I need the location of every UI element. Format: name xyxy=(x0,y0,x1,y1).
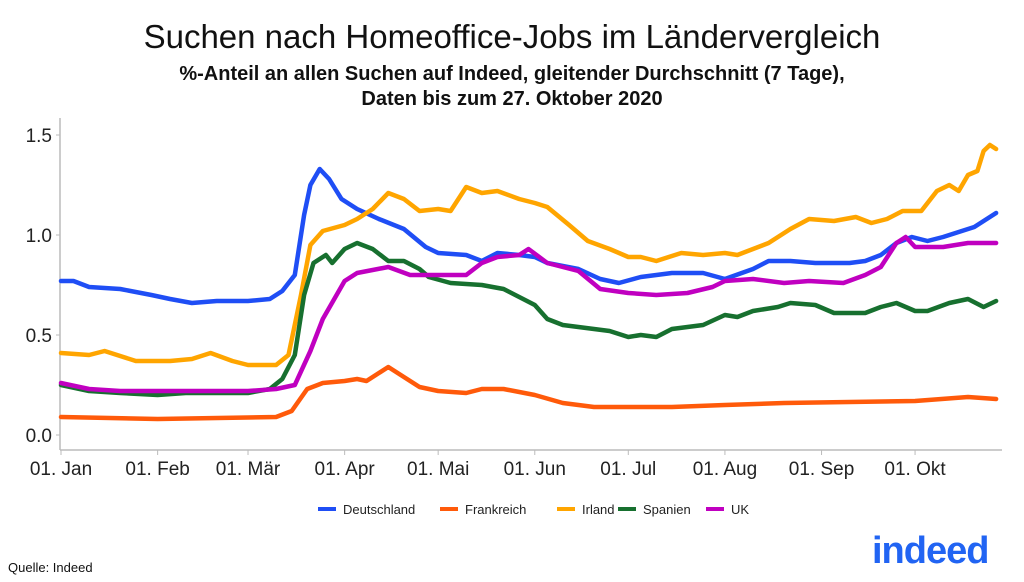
x-tick-label: 01. Aug xyxy=(693,459,757,480)
x-tick-label: 01. Apr xyxy=(315,459,376,480)
series-line-irland xyxy=(58,142,999,368)
x-tick-label: 01. Mär xyxy=(216,459,281,480)
series-line-frankreich xyxy=(58,364,999,422)
x-tick-label: 01. Sep xyxy=(789,459,855,480)
x-tick-label: 01. Jul xyxy=(600,459,656,480)
y-tick-label: 1.0 xyxy=(26,226,52,247)
series-line-uk xyxy=(58,234,999,394)
series-line-spanien xyxy=(58,240,999,398)
y-tick-label: 0.0 xyxy=(26,426,52,447)
subtitle-line-1: %-Anteil an allen Suchen auf Indeed, gle… xyxy=(179,63,845,85)
legend-label-frankreich: Frankreich xyxy=(465,502,526,517)
legend-label-spanien: Spanien xyxy=(643,502,691,517)
x-tick-label: 01. Feb xyxy=(125,459,189,480)
subtitle-line-2: Daten bis zum 27. Oktober 2020 xyxy=(361,88,663,110)
series-line-deutschland xyxy=(58,166,999,306)
legend-label-uk: UK xyxy=(731,502,749,517)
x-tick-label: 01. Jan xyxy=(30,459,92,480)
x-tick-label: 01. Mai xyxy=(407,459,469,480)
legend-label-deutschland: Deutschland xyxy=(343,502,415,517)
source-note: Quelle: Indeed xyxy=(8,560,93,575)
chart-subtitle: %-Anteil an allen Suchen auf Indeed, gle… xyxy=(0,62,1024,112)
x-tick-label: 01. Okt xyxy=(884,459,946,480)
y-tick-label: 1.5 xyxy=(26,126,52,147)
x-tick-label: 01. Jun xyxy=(504,459,566,480)
y-tick-label: 0.5 xyxy=(26,326,52,347)
indeed-logo: indeed xyxy=(872,530,989,572)
legend-label-irland: Irland xyxy=(582,502,615,517)
chart-title: Suchen nach Homeoffice-Jobs im Länderver… xyxy=(143,18,881,55)
